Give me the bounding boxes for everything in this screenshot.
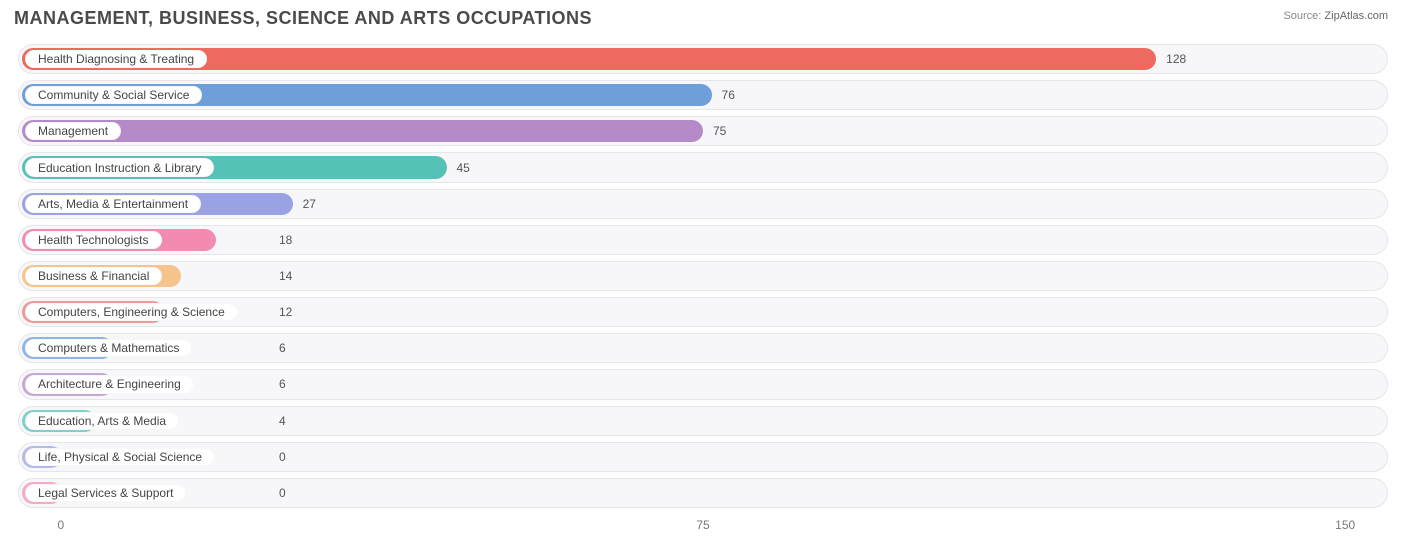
bar-label-pill: Life, Physical & Social Science bbox=[25, 448, 215, 466]
source-attribution: Source: ZipAtlas.com bbox=[1283, 10, 1388, 22]
bar-value: 6 bbox=[279, 370, 286, 398]
bar-value: 128 bbox=[1166, 45, 1186, 73]
x-axis: 0 75 150 bbox=[18, 512, 1388, 536]
bar-label-pill: Health Technologists bbox=[25, 231, 162, 249]
bar-label-pill: Education Instruction & Library bbox=[25, 158, 214, 176]
bar-label-pill: Business & Financial bbox=[25, 267, 162, 285]
bar-value: 12 bbox=[279, 298, 292, 326]
bar-value: 75 bbox=[713, 117, 726, 145]
bar-row: Arts, Media & Entertainment 27 bbox=[18, 189, 1388, 219]
bar-label-pill: Management bbox=[25, 122, 121, 140]
bar-row: Computers & Mathematics 6 bbox=[18, 333, 1388, 363]
bar-value: 4 bbox=[279, 407, 286, 435]
bar-row: Computers, Engineering & Science 12 bbox=[18, 297, 1388, 327]
bar bbox=[22, 120, 703, 142]
x-tick: 0 bbox=[57, 518, 64, 532]
bar-label-pill: Arts, Media & Entertainment bbox=[25, 195, 201, 213]
bar-row: Business & Financial 14 bbox=[18, 261, 1388, 291]
bar-value: 76 bbox=[722, 81, 735, 109]
bar-row: Community & Social Service 76 bbox=[18, 80, 1388, 110]
bar-value: 18 bbox=[279, 226, 292, 254]
bar-row: Health Diagnosing & Treating 128 bbox=[18, 44, 1388, 74]
bar-label-pill: Health Diagnosing & Treating bbox=[25, 50, 207, 68]
bar-row: Management 75 bbox=[18, 116, 1388, 146]
x-tick: 150 bbox=[1335, 518, 1355, 532]
bar-row: Education Instruction & Library 45 bbox=[18, 152, 1388, 182]
bar-row: Health Technologists 18 bbox=[18, 225, 1388, 255]
bars-container: Health Diagnosing & Treating 128 Community… bbox=[18, 44, 1388, 508]
bar-row: Education, Arts & Media 4 bbox=[18, 406, 1388, 436]
bar-label-pill: Computers & Mathematics bbox=[25, 339, 192, 357]
bar-row: Life, Physical & Social Science 0 bbox=[18, 442, 1388, 472]
bar-label-pill: Community & Social Service bbox=[25, 86, 202, 104]
x-tick: 75 bbox=[696, 518, 709, 532]
bar-row: Legal Services & Support 0 bbox=[18, 478, 1388, 508]
bar-label-pill: Computers, Engineering & Science bbox=[25, 303, 238, 321]
chart-title: MANAGEMENT, BUSINESS, SCIENCE AND ARTS O… bbox=[14, 8, 592, 29]
bar-value: 27 bbox=[303, 190, 316, 218]
bar-label-pill: Architecture & Engineering bbox=[25, 375, 194, 393]
bar-value: 14 bbox=[279, 262, 292, 290]
bar-row: Architecture & Engineering 6 bbox=[18, 369, 1388, 399]
source-label: Source: bbox=[1283, 10, 1321, 22]
bar-value: 0 bbox=[279, 479, 286, 507]
bar-value: 0 bbox=[279, 443, 286, 471]
bar-label-pill: Education, Arts & Media bbox=[25, 412, 179, 430]
bar-label-pill: Legal Services & Support bbox=[25, 484, 186, 502]
bar-value: 45 bbox=[457, 153, 470, 181]
source-value: ZipAtlas.com bbox=[1324, 10, 1388, 22]
bar-value: 6 bbox=[279, 334, 286, 362]
chart-area: Health Diagnosing & Treating 128 Community… bbox=[18, 44, 1388, 536]
